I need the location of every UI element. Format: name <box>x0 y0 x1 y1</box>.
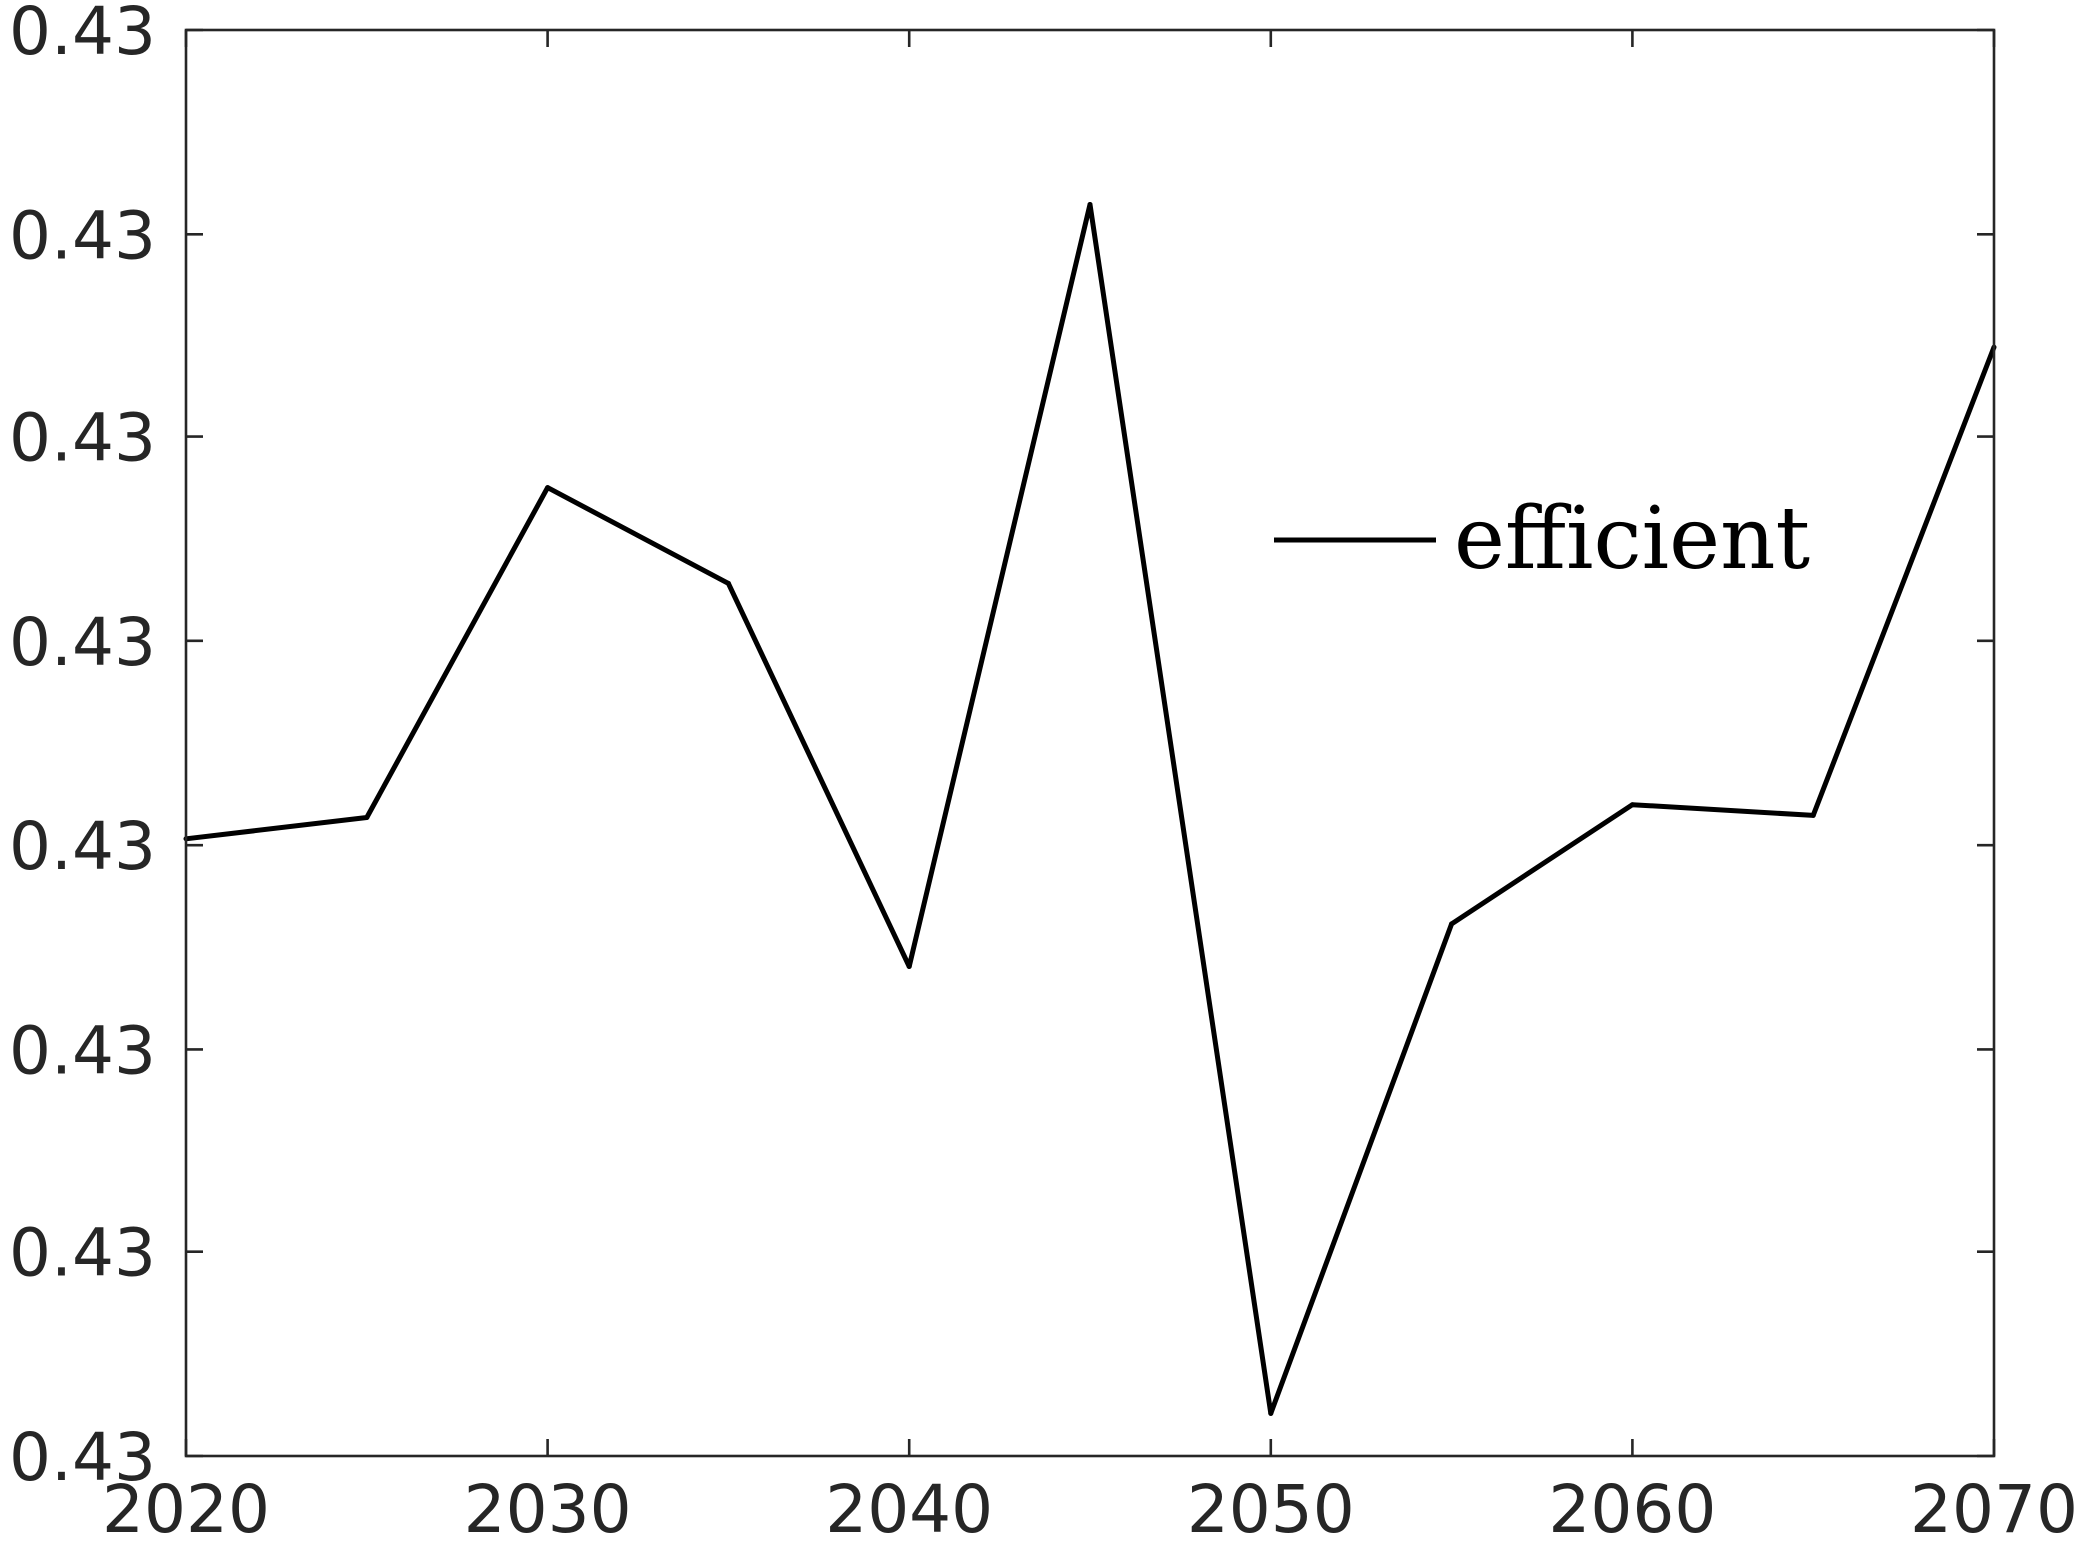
data-point <box>1268 1410 1274 1416</box>
data-point <box>364 814 370 820</box>
legend-label-efficient: efficient <box>1454 489 1810 589</box>
y-tick-label: 0.43 <box>9 1419 156 1496</box>
x-tick-label: 2040 <box>825 1471 993 1548</box>
y-tick-label: 0.43 <box>9 604 156 681</box>
y-tick-label: 0.43 <box>9 400 156 477</box>
series-layer <box>183 202 1997 1416</box>
y-tick-label: 0.43 <box>9 808 156 885</box>
y-tick-label: 0.43 <box>9 0 156 70</box>
series-line-efficient <box>185 202 1997 1416</box>
data-point <box>1629 802 1635 808</box>
y-tick-label: 0.43 <box>9 1215 156 1292</box>
data-point <box>1449 921 1455 927</box>
data-point <box>906 963 912 969</box>
tick-labels: 2020 2030 2040 2050 2060 2070 0.43 0.43 0.43 0.43… <box>9 0 2078 1548</box>
x-tick-label: 2030 <box>464 1471 632 1548</box>
legend: efficient <box>1274 489 1810 589</box>
plot-area-frame <box>184 28 1996 1458</box>
y-tick-label: 0.43 <box>9 197 156 274</box>
data-point <box>1810 812 1816 818</box>
x-tick-label: 2050 <box>1187 1471 1355 1548</box>
x-tick-label: 2060 <box>1548 1471 1716 1548</box>
tick-marks <box>184 28 1996 1458</box>
x-tick-label: 2020 <box>102 1471 270 1548</box>
data-point <box>1087 202 1093 208</box>
data-point <box>545 485 551 491</box>
data-point <box>725 580 731 586</box>
y-tick-label: 0.43 <box>9 1012 156 1089</box>
x-tick-label: 2070 <box>1910 1471 2078 1548</box>
